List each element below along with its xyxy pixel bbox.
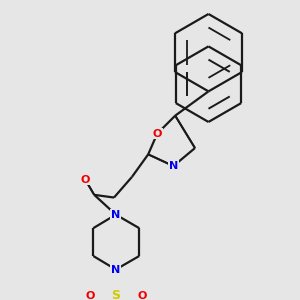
Text: N: N [111,210,120,220]
Text: N: N [169,161,178,171]
Text: O: O [137,291,147,300]
Text: N: N [111,265,120,275]
Text: O: O [80,175,90,184]
Text: O: O [152,129,162,139]
Text: O: O [85,291,94,300]
Text: S: S [111,289,120,300]
